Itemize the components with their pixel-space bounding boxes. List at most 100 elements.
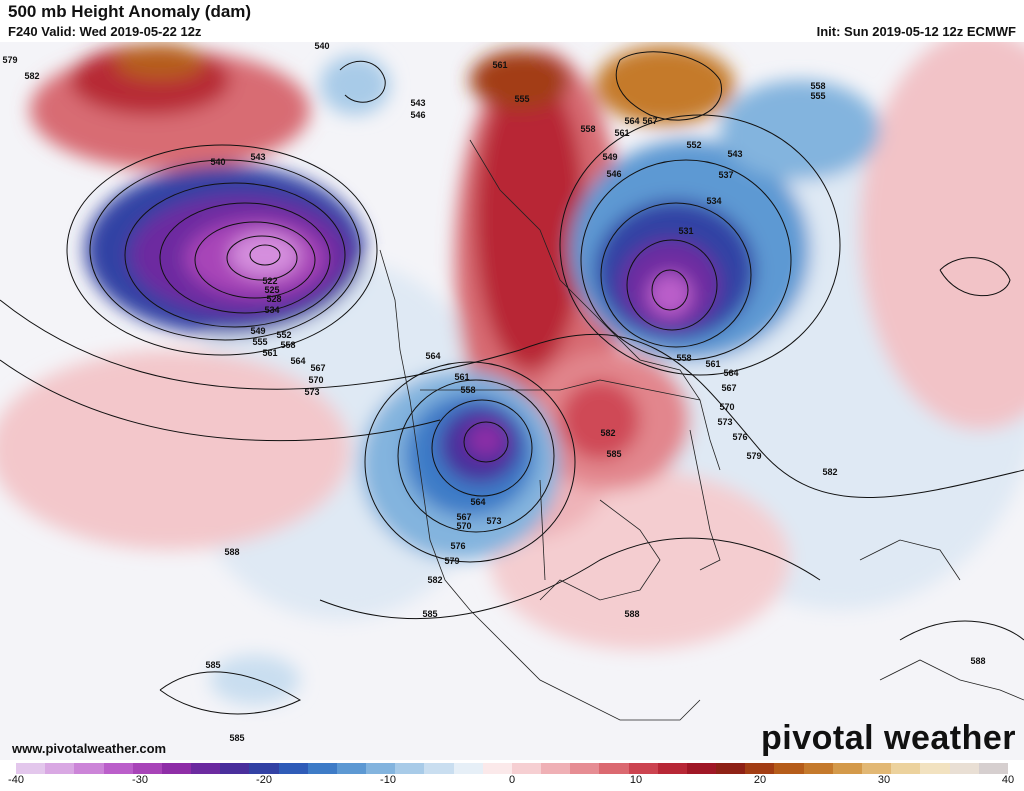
colorbar-swatch [978, 763, 1008, 774]
contour-label: 579 [444, 556, 459, 566]
colorbar-tick-label: 40 [1001, 774, 1015, 786]
colorbar-swatch [220, 763, 250, 774]
contour-label: 564 [723, 368, 738, 378]
contour-label: 588 [624, 609, 639, 619]
contour-label: 555 [810, 91, 825, 101]
anomaly-shading [0, 42, 1024, 705]
colorbar-swatch [482, 763, 512, 774]
site-url[interactable]: www.pivotalweather.com [12, 741, 167, 756]
colorbar-swatch [424, 763, 454, 774]
contour-label: 558 [810, 81, 825, 91]
contour-label: 546 [410, 110, 425, 120]
contour-label: 561 [454, 372, 469, 382]
colorbar-tick-label: 20 [753, 774, 767, 786]
colorbar-swatch [803, 763, 833, 774]
colorbar-swatch [861, 763, 892, 774]
colorbar-swatch [45, 763, 75, 774]
contour-label: 567 [310, 363, 325, 373]
contour-label: 558 [676, 353, 691, 363]
contour-label: 549 [602, 152, 617, 162]
contour-label: 570 [719, 402, 734, 412]
contour-label: 528 [266, 294, 281, 304]
contour-label: 549 [250, 326, 265, 336]
contour-label: 552 [276, 330, 291, 340]
colorbar-swatch [657, 763, 687, 774]
contour-label: 564 [290, 356, 305, 366]
colorbar [16, 763, 1008, 774]
contour-label: 564 [470, 497, 485, 507]
contour-label: 522 [262, 276, 277, 286]
contour-label: 582 [24, 71, 39, 81]
colorbar-swatch [132, 763, 162, 774]
contour-label: 585 [229, 733, 244, 743]
contour-label: 579 [746, 451, 761, 461]
contour-label: 561 [705, 359, 720, 369]
colorbar-swatch [920, 763, 950, 774]
contour-label: 585 [205, 660, 220, 670]
contour-label: 567 [721, 383, 736, 393]
colorbar-swatch [511, 763, 542, 774]
map-title: 500 mb Height Anomaly (dam) [8, 2, 252, 21]
contour-label: 585 [422, 609, 437, 619]
contour-label: 546 [606, 169, 621, 179]
contour-label: 555 [514, 94, 529, 104]
contour-label: 564 [425, 351, 440, 361]
valid-time: F240 Valid: Wed 2019-05-22 12z [8, 24, 202, 39]
contour-label: 540 [314, 42, 329, 51]
colorbar-swatch [103, 763, 133, 774]
contour-label: 525 [264, 285, 279, 295]
contour-label: 534 [264, 305, 279, 315]
colorbar-swatch [686, 763, 717, 774]
colorbar-swatch [395, 763, 425, 774]
contour-label: 579 [2, 55, 17, 65]
contour-label: 588 [224, 547, 239, 557]
colorbar-tick-label: 0 [508, 774, 516, 786]
contour-label: 582 [427, 575, 442, 585]
colorbar-swatch [191, 763, 221, 774]
colorbar-swatch [16, 763, 46, 774]
contour-label: 561 [492, 60, 507, 70]
contour-label: 570 [308, 375, 323, 385]
contour-label: 543 [727, 149, 742, 159]
colorbar-tick-label: 30 [877, 774, 891, 786]
contour-label: 561 [614, 128, 629, 138]
colorbar-swatch [774, 763, 804, 774]
height-contours [0, 51, 1024, 715]
colorbar-swatch [628, 763, 658, 774]
coastlines [379, 139, 1024, 721]
chart-header: 500 mb Height Anomaly (dam) F240 Valid: … [0, 0, 1024, 42]
contour-label: 531 [678, 226, 693, 236]
contour-label: 564 [624, 116, 639, 126]
contour-label: 567 [456, 512, 471, 522]
contour-label: 576 [450, 541, 465, 551]
colorbar-ticks: -40 -30 -20 -10 0 10 20 30 40 [8, 774, 1014, 790]
colorbar-swatch [161, 763, 192, 774]
contour-label: 543 [250, 152, 265, 162]
colorbar-swatch [74, 763, 104, 774]
colorbar-tick-label: -40 [8, 774, 24, 786]
contour-label: 576 [732, 432, 747, 442]
contour-label: 582 [822, 467, 837, 477]
colorbar-swatch [570, 763, 600, 774]
contour-label: 573 [304, 387, 319, 397]
contour-label: 585 [606, 449, 621, 459]
contour-label: 540 [210, 157, 225, 167]
contour-label: 561 [262, 348, 277, 358]
contour-label: 573 [486, 516, 501, 526]
contour-label: 555 [252, 337, 267, 347]
contour-label: 588 [970, 656, 985, 666]
colorbar-swatch [832, 763, 862, 774]
colorbar-swatch [541, 763, 571, 774]
contour-label: 552 [686, 140, 701, 150]
contour-label: 558 [280, 340, 295, 350]
colorbar-swatch [336, 763, 367, 774]
contour-label: 543 [410, 98, 425, 108]
colorbar-swatch [249, 763, 279, 774]
contour-label: 582 [600, 428, 615, 438]
colorbar-swatch [599, 763, 629, 774]
contour-label: 558 [460, 385, 475, 395]
anomaly-map: 540 579 582 561 558 555 543 546 555 558 564 567 561 5… [0, 42, 1024, 760]
contour-label: 570 [456, 521, 471, 531]
